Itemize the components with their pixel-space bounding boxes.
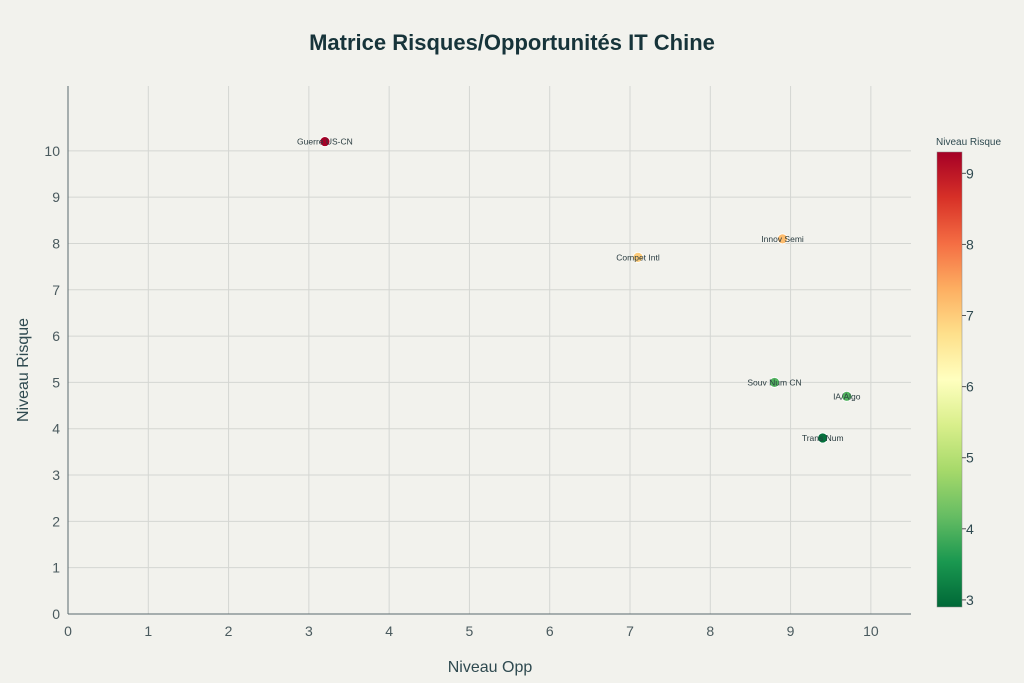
axes-layer: 0 1 2 3 4 5 6 7 8 9 10 0 1 2 3 4 5 6 7 8 9 10 <box>44 86 911 639</box>
data-point-label: Trans Num <box>802 433 844 443</box>
data-point <box>841 390 853 402</box>
x-tick-label: 6 <box>546 623 554 639</box>
y-tick-label: 2 <box>52 513 60 529</box>
data-point <box>319 136 331 147</box>
colorbar-tick-label: 6 <box>966 379 974 395</box>
y-tick-label: 6 <box>52 328 60 344</box>
y-tick-label: 4 <box>52 421 60 437</box>
y-axis-title: Niveau Risque <box>15 318 32 422</box>
data-point <box>777 233 788 245</box>
data-point-label: Compet Intl <box>616 252 660 262</box>
x-tick-label: 3 <box>305 623 313 639</box>
colorbar-ticks: 3 4 5 6 7 8 9 <box>962 165 974 608</box>
x-tick-label: 1 <box>144 623 152 639</box>
y-tick-label: 0 <box>52 606 60 622</box>
y-tick-label: 1 <box>52 560 60 576</box>
x-tick-label: 4 <box>385 623 393 639</box>
x-tick-label: 8 <box>706 623 714 639</box>
colorbar-title: Niveau Risque <box>936 137 1001 148</box>
colorbar-gradient <box>936 151 963 608</box>
points-layer: Guerre US-CN Innov Semi Compet Intl Souv Nu… <box>297 136 861 444</box>
colorbar-tick-label: 8 <box>966 236 974 252</box>
x-tick-label: 10 <box>863 623 879 639</box>
x-tick-label: 9 <box>787 623 795 639</box>
y-tick-label: 9 <box>52 189 60 205</box>
colorbar-tick-label: 4 <box>966 521 974 537</box>
grid-layer <box>68 86 911 614</box>
x-axis-title: Niveau Opp <box>448 659 533 676</box>
data-point-label: IA/Algo <box>833 391 861 401</box>
x-tick-label: 5 <box>466 623 474 639</box>
data-point-label: Innov Semi <box>761 234 804 244</box>
x-tick-label: 0 <box>64 623 72 639</box>
data-point <box>817 432 829 444</box>
data-point <box>632 251 644 263</box>
colorbar-tick-label: 9 <box>966 165 974 181</box>
y-tick-label: 7 <box>52 282 60 298</box>
y-tick-label: 8 <box>52 235 60 251</box>
colorbar-tick-label: 3 <box>966 592 974 608</box>
y-tick-label: 3 <box>52 467 60 483</box>
data-point-label: Guerre US-CN <box>297 137 353 147</box>
data-point <box>769 377 780 388</box>
y-tick-label: 10 <box>44 143 60 159</box>
x-tick-label: 7 <box>626 623 634 639</box>
chart-title: Matrice Risques/Opportunités IT Chine <box>309 30 715 55</box>
data-point-label: Souv Num CN <box>747 377 801 387</box>
colorbar-tick-label: 7 <box>966 308 974 324</box>
colorbar: Niveau Risque 3 4 5 6 7 8 9 <box>936 137 1001 608</box>
colorbar-tick-label: 5 <box>966 450 974 466</box>
x-tick-label: 2 <box>225 623 233 639</box>
y-tick-label: 5 <box>52 374 60 390</box>
